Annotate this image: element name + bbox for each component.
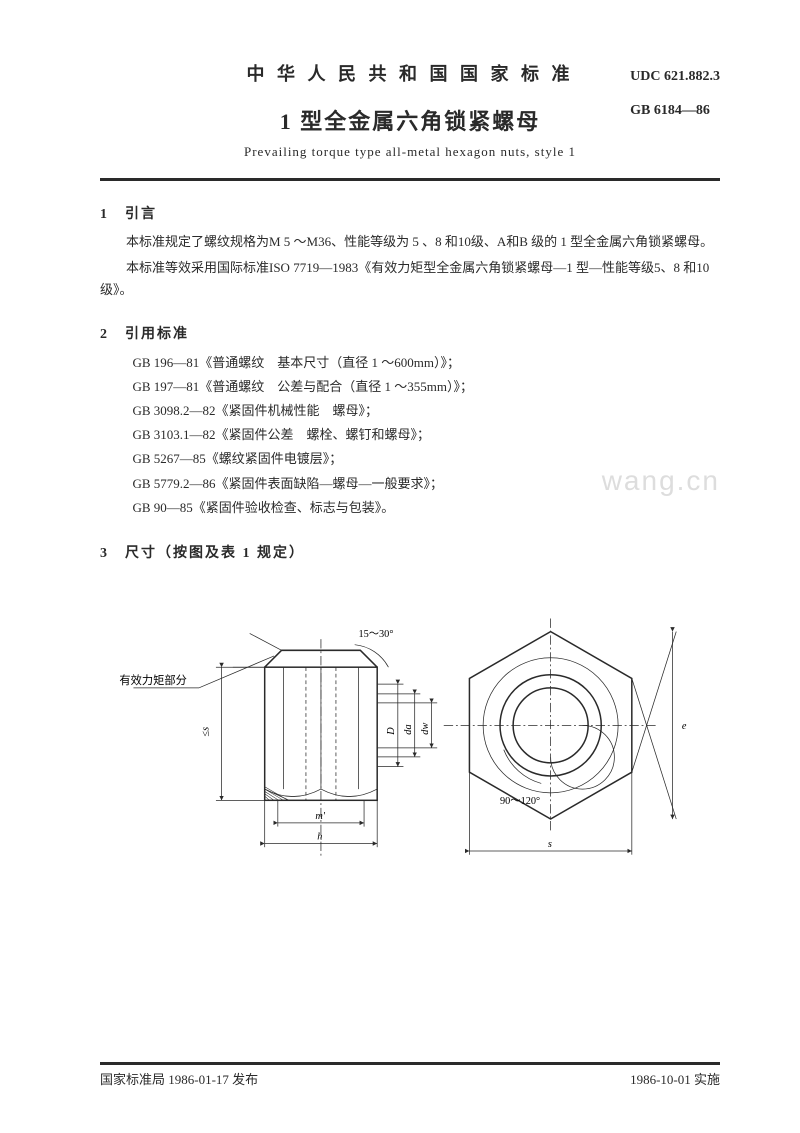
- divider-bottom: [100, 1062, 720, 1065]
- footer-issued: 国家标准局 1986-01-17 发布: [100, 1069, 258, 1088]
- divider-top: [100, 178, 720, 181]
- title-english: Prevailing torque type all-metal hexagon…: [100, 144, 720, 160]
- technical-diagram: 15～30° 有效力矩部分 ≤s Ddadw m' h 90～120° s e: [100, 580, 720, 885]
- svg-text:dw: dw: [420, 722, 431, 734]
- reference-item: GB 5267—85《螺纹紧固件电镀层》；: [133, 447, 721, 471]
- reference-item: GB 3098.2—82《紧固件机械性能 螺母》；: [133, 399, 721, 423]
- gb-code: GB 6184—86: [630, 94, 720, 128]
- reference-item: GB 90—85《紧固件验收检查、标志与包装》。: [133, 496, 721, 520]
- reference-list: GB 196—81《普通螺纹 基本尺寸（直径 1 ～600mm）》； GB 19…: [133, 351, 721, 519]
- section-3-head: 3 尺寸（按图及表 1 规定）: [100, 542, 720, 562]
- svg-text:有效力矩部分: 有效力矩部分: [119, 673, 187, 687]
- reference-item: GB 197—81《普通螺纹 公差与配合（直径 1 ～355mm）》；: [133, 375, 721, 399]
- footer-effective: 1986-10-01 实施: [630, 1069, 720, 1088]
- reference-item: GB 5779.2—86《紧固件表面缺陷—螺母—一般要求》；: [133, 472, 721, 496]
- svg-text:m': m': [315, 811, 325, 822]
- svg-text:90～120°: 90～120°: [500, 796, 540, 807]
- svg-text:e: e: [682, 721, 687, 732]
- svg-text:s: s: [548, 839, 552, 850]
- nut-drawing-svg: 15～30° 有效力矩部分 ≤s Ddadw m' h 90～120° s e: [110, 580, 710, 880]
- svg-text:≤s: ≤s: [200, 727, 211, 737]
- section-2-head: 2 引用标准: [100, 323, 720, 343]
- reference-item: GB 3103.1—82《紧固件公差 螺栓、螺钉和螺母》；: [133, 423, 721, 447]
- svg-text:h: h: [317, 831, 322, 842]
- header-org: 中 华 人 民 共 和 国 国 家 标 准: [100, 60, 720, 86]
- udc-code: UDC 621.882.3: [630, 60, 720, 94]
- standard-codes: UDC 621.882.3 GB 6184—86: [630, 60, 720, 127]
- svg-text:15～30°: 15～30°: [358, 629, 393, 640]
- section-1-head: 1 引言: [100, 203, 720, 223]
- svg-text:da: da: [403, 724, 414, 734]
- section-1-p1: 本标准规定了螺纹规格为M 5 ～M36、性能等级为 5 、8 和10级、A和B …: [100, 231, 720, 253]
- reference-item: GB 196—81《普通螺纹 基本尺寸（直径 1 ～600mm）》；: [133, 351, 721, 375]
- page-footer: 国家标准局 1986-01-17 发布 1986-10-01 实施: [100, 1062, 720, 1088]
- svg-text:D: D: [386, 726, 397, 735]
- title-chinese: 1 型全金属六角锁紧螺母: [100, 104, 720, 136]
- section-1-p2: 本标准等效采用国际标准ISO 7719—1983《有效力矩型全金属六角锁紧螺母—…: [100, 257, 720, 301]
